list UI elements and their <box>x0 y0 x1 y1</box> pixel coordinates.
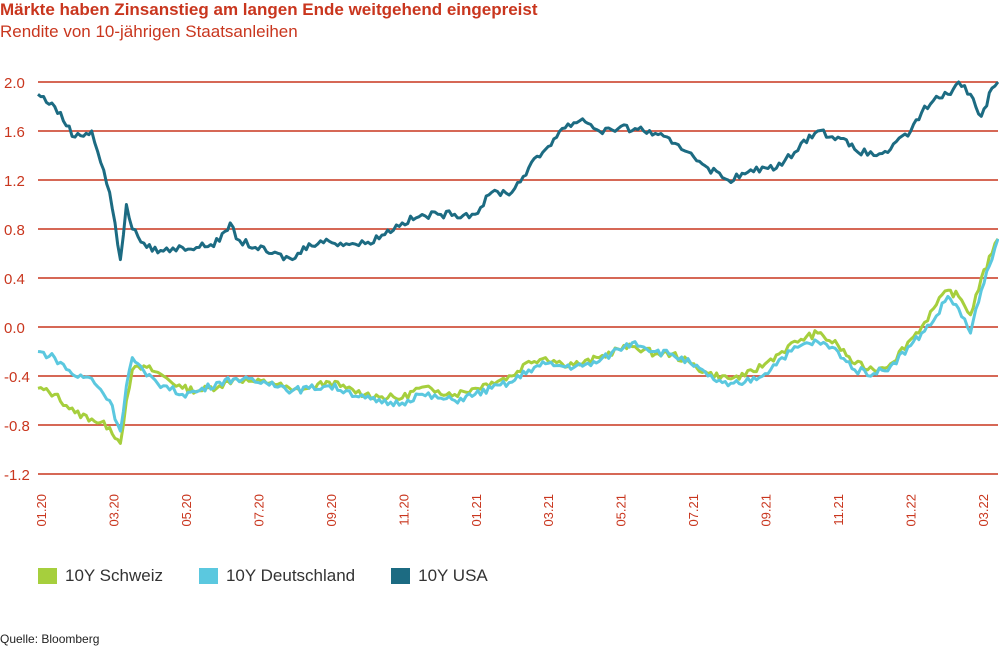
legend-swatch-schweiz <box>38 568 57 584</box>
legend-swatch-usa <box>391 568 411 584</box>
legend: 10Y Schweiz 10Y Deutschland 10Y USA <box>38 566 524 586</box>
y-tick-label: 0.0 <box>4 320 25 337</box>
legend-item-schweiz: 10Y Schweiz <box>38 566 163 586</box>
legend-label-schweiz: 10Y Schweiz <box>65 566 163 585</box>
x-tick-label: 03.21 <box>541 494 556 527</box>
y-tick-label: 1.2 <box>4 173 25 190</box>
x-tick-label: 01.20 <box>34 494 49 527</box>
x-tick-label: 03.22 <box>976 494 991 527</box>
y-tick-label: 2.0 <box>4 75 25 92</box>
x-tick-label: 09.20 <box>324 494 339 527</box>
y-tick-label: 0.8 <box>4 222 25 239</box>
x-tick-label: 11.21 <box>831 494 846 526</box>
x-tick-label: 05.21 <box>614 494 629 527</box>
y-tick-label: -0.8 <box>4 418 30 435</box>
series-line-usa <box>37 80 999 262</box>
x-tick-label: 01.22 <box>904 494 919 527</box>
x-tick-label: 09.21 <box>759 494 774 527</box>
x-tick-label: 11.20 <box>396 494 411 526</box>
line-chart: 2.0 1.6 1.2 0.8 0.4 0.0 -0.4 -0.8 -1.2 01.20 03.20… <box>4 75 999 527</box>
source-note: Quelle: Bloomberg <box>0 632 100 646</box>
x-tick-label: 03.20 <box>106 494 121 527</box>
series-line-schweiz <box>37 237 999 445</box>
x-tick-label: 07.21 <box>686 494 701 527</box>
legend-label-usa: 10Y USA <box>418 566 488 585</box>
legend-swatch-deutschland <box>198 568 218 584</box>
x-tick-label: 07.20 <box>251 494 266 527</box>
x-tick-label: 01.21 <box>469 494 484 527</box>
y-tick-label: -0.4 <box>4 369 30 386</box>
series-line-deutschland <box>37 238 999 433</box>
y-tick-label: 0.4 <box>4 271 25 288</box>
x-tick-label: 05.20 <box>179 494 194 527</box>
chart-title: Märkte haben Zinsanstieg am langen Ende … <box>0 0 538 19</box>
chart-subtitle: Rendite von 10-jährigen Staatsanleihen <box>0 22 298 41</box>
y-tick-label: -1.2 <box>4 467 30 484</box>
y-tick-label: 1.6 <box>4 124 25 141</box>
legend-item-deutschland: 10Y Deutschland <box>198 566 356 586</box>
legend-label-deutschland: 10Y Deutschland <box>225 566 356 585</box>
legend-item-usa: 10Y USA <box>391 566 488 586</box>
